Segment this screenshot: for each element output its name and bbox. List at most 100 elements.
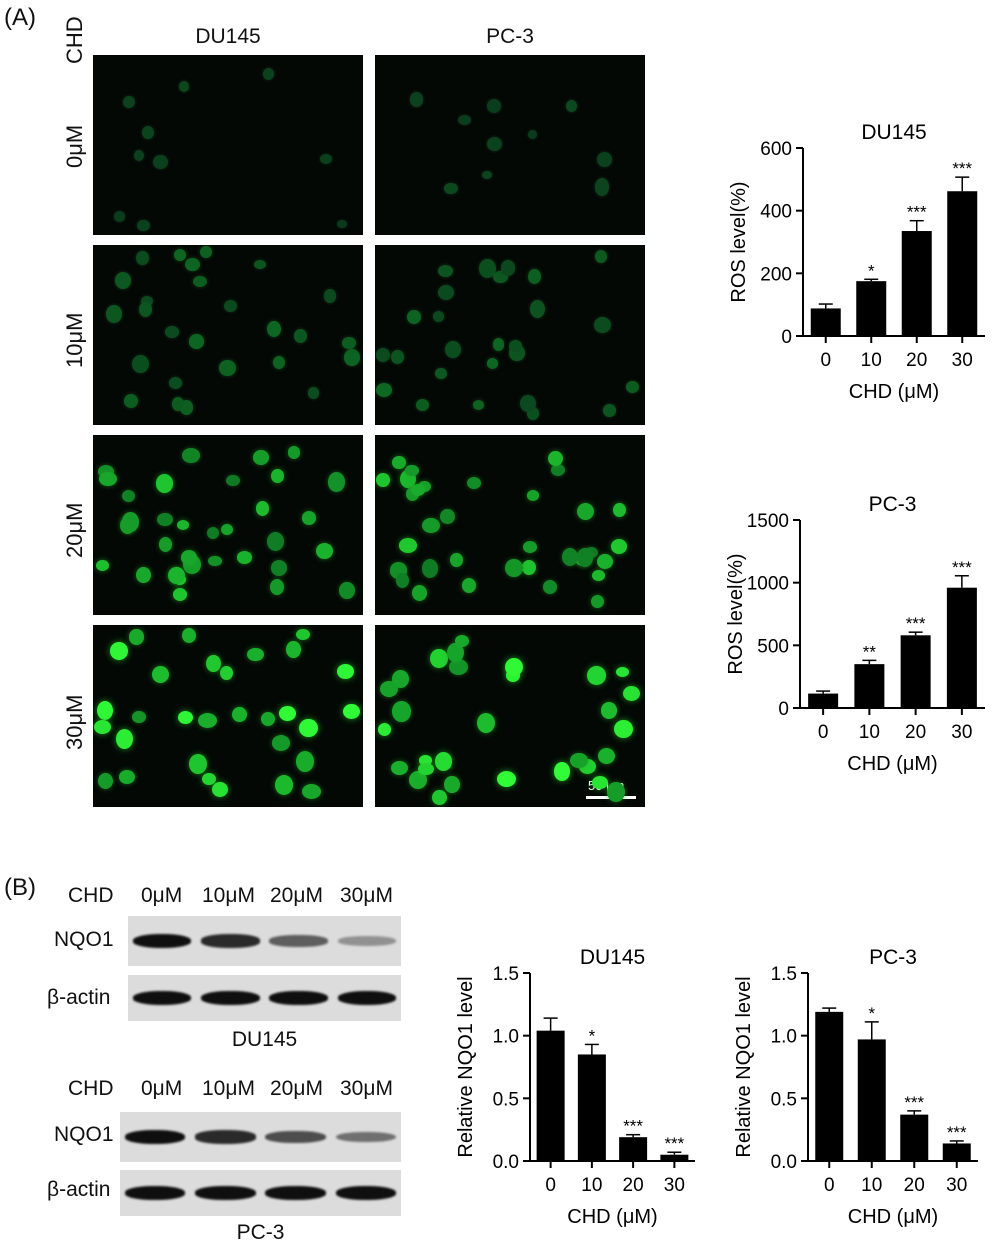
blot-du145-actin bbox=[128, 975, 401, 1021]
y-tick-label: 0 bbox=[778, 699, 789, 720]
x-tick-label: 0 bbox=[824, 1175, 835, 1196]
fluorescent-cell bbox=[94, 720, 112, 735]
fluorescent-cell bbox=[301, 511, 317, 525]
fluorescent-cell bbox=[409, 92, 424, 107]
fluorescent-cell bbox=[302, 784, 321, 800]
blot-pc3-lane-10um: 10μM bbox=[202, 1077, 255, 1100]
blot-band bbox=[195, 1186, 256, 1200]
fluorescent-cell bbox=[445, 341, 461, 359]
fluorescent-cell bbox=[440, 508, 455, 524]
fluorescent-cell bbox=[509, 340, 523, 352]
chart-title: DU145 bbox=[580, 946, 645, 969]
bar bbox=[942, 1143, 971, 1161]
bar bbox=[900, 1114, 929, 1161]
blot-band bbox=[195, 1130, 256, 1144]
fluorescent-cell bbox=[561, 548, 579, 567]
fluorescent-cell bbox=[587, 666, 606, 685]
bar bbox=[854, 664, 885, 708]
blot-pc3-actin bbox=[120, 1170, 401, 1216]
fluorescent-cell bbox=[132, 355, 149, 374]
x-tick-label: 10 bbox=[859, 722, 880, 743]
fluorescent-cell bbox=[152, 665, 170, 683]
fluorescent-cell bbox=[224, 300, 237, 313]
fluorescent-cell bbox=[236, 551, 252, 564]
fluorescent-cell bbox=[467, 476, 482, 489]
fluorescent-cell bbox=[270, 560, 288, 577]
fluorescent-cell bbox=[106, 305, 123, 324]
fluorescent-cell bbox=[375, 347, 390, 362]
fluorescent-cell bbox=[527, 130, 537, 139]
fluorescent-cell bbox=[592, 776, 609, 789]
fluorescent-cell bbox=[109, 641, 129, 660]
fluorescent-cell bbox=[576, 548, 594, 567]
fluorescent-cell bbox=[447, 642, 464, 663]
fluorescent-cell bbox=[205, 654, 221, 672]
fluorescent-cell bbox=[396, 573, 410, 589]
x-tick-label: 30 bbox=[946, 1175, 967, 1196]
fluorescent-cell bbox=[613, 502, 626, 517]
fluorescent-cell bbox=[449, 658, 468, 675]
fluorescent-cell bbox=[197, 713, 217, 729]
bar bbox=[815, 1011, 844, 1161]
fluorescent-cell bbox=[177, 710, 193, 724]
x-tick-label: 20 bbox=[906, 350, 927, 371]
fluorescent-cell bbox=[622, 685, 640, 701]
fluorescent-cell bbox=[123, 394, 138, 408]
bar bbox=[536, 1030, 565, 1161]
fluorescent-cell bbox=[432, 789, 447, 806]
bar bbox=[660, 1154, 689, 1161]
fluorescent-cell bbox=[504, 657, 523, 677]
fluorescent-cell bbox=[157, 512, 174, 527]
blot-du145-nqo1-label: NQO1 bbox=[54, 928, 114, 951]
blot-pc3-lane-30um: 30μM bbox=[340, 1077, 393, 1100]
fluorescent-cell bbox=[171, 397, 185, 411]
fluorescent-cell bbox=[492, 338, 505, 351]
fluorescent-cell bbox=[261, 711, 275, 726]
bar bbox=[901, 231, 932, 336]
blot-band bbox=[132, 934, 192, 948]
y-axis-label: ROS level(%) bbox=[725, 553, 747, 674]
fluorescent-cell bbox=[408, 771, 427, 790]
blot-band bbox=[335, 1131, 397, 1143]
blot-pc3-lane-20um: 20μM bbox=[270, 1077, 323, 1100]
x-axis-label: CHD (μM) bbox=[848, 1206, 938, 1228]
y-tick-label: 400 bbox=[760, 202, 792, 223]
significance-marker: *** bbox=[623, 1117, 643, 1136]
x-tick-label: 20 bbox=[905, 722, 926, 743]
fluorescent-cell bbox=[271, 735, 291, 751]
fluorescent-cell bbox=[266, 321, 281, 338]
fluorescent-cell bbox=[169, 376, 183, 389]
column-header-du145: DU145 bbox=[195, 25, 261, 48]
blot-pc3-treatment-label: CHD bbox=[68, 1077, 114, 1100]
fluorescent-cell bbox=[342, 703, 361, 720]
y-tick-label: 0.0 bbox=[771, 1152, 797, 1173]
x-tick-label: 10 bbox=[581, 1175, 602, 1196]
fluorescent-cell bbox=[615, 666, 629, 678]
fluorescent-cell bbox=[597, 748, 615, 765]
fluorescent-cell bbox=[405, 464, 419, 477]
fluorescent-cell bbox=[626, 380, 640, 394]
fluorescent-cell bbox=[178, 81, 190, 92]
fluorescent-cell bbox=[597, 151, 613, 167]
chart-title: PC-3 bbox=[869, 493, 917, 516]
blot-du145-lane-20um: 20μM bbox=[270, 884, 323, 907]
fluorescent-cell bbox=[603, 403, 616, 417]
fluorescent-cell bbox=[308, 387, 320, 399]
bar bbox=[810, 308, 841, 336]
fluorescent-cell bbox=[167, 567, 185, 585]
fluorescent-cell bbox=[500, 260, 516, 276]
fluorescent-cell bbox=[189, 334, 204, 349]
blot-pc3-caption: PC-3 bbox=[236, 1221, 285, 1244]
fluorescent-cell bbox=[155, 473, 174, 493]
fluorescent-cell bbox=[136, 566, 151, 583]
fluorescent-cell bbox=[180, 550, 198, 565]
significance-marker: ** bbox=[863, 642, 877, 661]
fluorescent-cell bbox=[115, 728, 133, 749]
fluorescent-cell bbox=[192, 275, 207, 287]
fluorescent-cell bbox=[98, 471, 117, 487]
fluorescent-cell bbox=[254, 259, 266, 270]
row-label-10um: 10μM bbox=[62, 312, 87, 368]
y-tick-label: 1.0 bbox=[493, 1027, 519, 1048]
fluorescent-cell bbox=[399, 538, 418, 553]
